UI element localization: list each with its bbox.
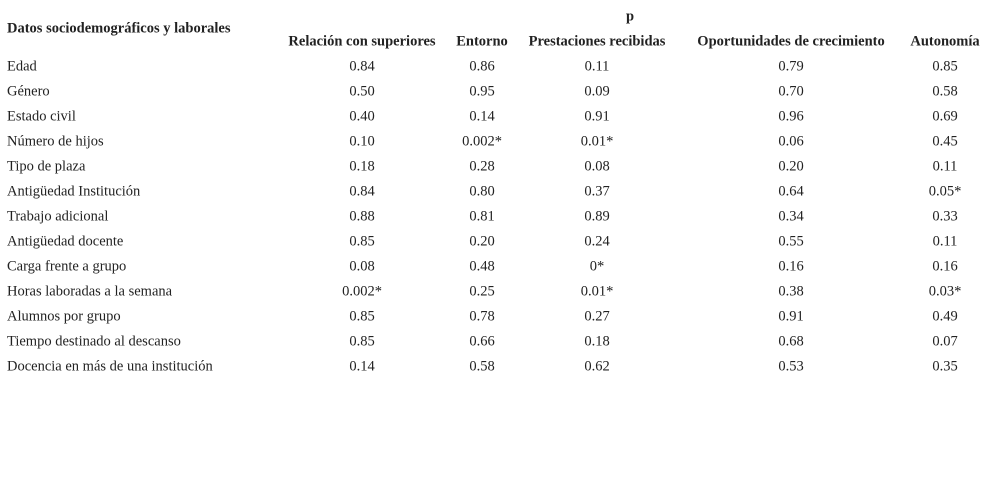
cell-value: 0.78 [469,308,495,325]
cell-value: 0.66 [469,333,495,350]
cell-value: 0.08 [584,158,610,175]
cell-value: 0.95 [469,83,495,100]
column-header: Relación con superiores [288,33,436,50]
row-label: Tipo de plaza [7,158,86,175]
column-header: Autonomía [910,33,980,50]
cell-value: 0.16 [932,258,958,275]
cell-value: 0.01* [580,133,614,150]
cell-value: 0.11 [584,58,610,75]
cell-value: 0.91 [584,108,610,125]
cell-value: 0.40 [349,108,375,125]
cell-value: 0.27 [584,308,610,325]
cell-value: 0.14 [349,358,375,375]
cell-value: 0.86 [469,58,495,75]
cell-value: 0.85 [349,308,375,325]
cell-value: 0.09 [584,83,610,100]
cell-value: 0.06 [778,133,804,150]
cell-value: 0.24 [584,233,610,250]
row-header: Datos sociodemográficos y laborales [7,20,231,37]
cell-value: 0.33 [932,208,958,225]
cell-value: 0.85 [932,58,958,75]
cell-value: 0.11 [932,158,958,175]
row-label: Antigüedad docente [7,233,124,250]
cell-value: 0.20 [778,158,804,175]
cell-value: 0.55 [778,233,804,250]
cell-value: 0.70 [778,83,804,100]
cell-value: 0.01* [580,283,614,300]
cell-value: 0.80 [469,183,495,200]
cell-value: 0.53 [778,358,804,375]
cell-value: 0.18 [584,333,610,350]
cell-value: 0.37 [584,183,610,200]
cell-value: 0.85 [349,333,375,350]
row-label: Tiempo destinado al descanso [7,333,181,350]
row-label: Número de hijos [7,133,104,150]
row-label: Edad [7,58,37,75]
cell-value: 0.81 [469,208,495,225]
cell-value: 0.03* [928,283,962,300]
cell-value: 0.35 [932,358,958,375]
cell-value: 0.58 [469,358,495,375]
cell-value: 0.79 [778,58,804,75]
cell-value: 0.14 [469,108,495,125]
cell-value: 0.89 [584,208,610,225]
cell-value: 0.64 [778,183,804,200]
row-label: Carga frente a grupo [7,258,127,275]
cell-value: 0.68 [778,333,804,350]
cell-value: 0.88 [349,208,375,225]
row-label: Docencia en más de una institución [7,358,213,375]
cell-value: 0.69 [932,108,958,125]
cell-value: 0.49 [932,308,958,325]
column-header: Oportunidades de crecimiento [697,33,885,50]
row-label: Trabajo adicional [7,208,109,225]
cell-value: 0.45 [932,133,958,150]
cell-value: 0.20 [469,233,495,250]
cell-value: 0.62 [584,358,610,375]
cell-value: 0.91 [778,308,804,325]
cell-value: 0.10 [349,133,375,150]
row-label: Horas laboradas a la semana [7,283,173,300]
cell-value: 0.18 [349,158,375,175]
cell-value: 0.34 [778,208,804,225]
cell-value: 0.84 [349,183,375,200]
column-header: Prestaciones recibidas [528,33,666,50]
cell-value: 0.85 [349,233,375,250]
cell-value: 0.58 [932,83,958,100]
row-label: Género [7,83,50,100]
cell-value: 0.07 [932,333,958,350]
column-header: Entorno [456,33,508,50]
row-label: Alumnos por grupo [7,308,121,325]
cell-value: 0.16 [778,258,804,275]
group-label: p [625,8,635,25]
cell-value: 0.002* [462,133,502,150]
cell-value: 0.96 [778,108,804,125]
cell-value: 0.48 [469,258,495,275]
cell-value: 0.25 [469,283,495,300]
cell-value: 0.50 [349,83,375,100]
cell-value: 0.84 [349,58,375,75]
cell-value: 0.28 [469,158,495,175]
row-label: Antigüedad Institución [7,183,141,200]
cell-value: 0.08 [349,258,375,275]
cell-value: 0.002* [342,283,382,300]
cell-value: 0.38 [778,283,804,300]
row-label: Estado civil [7,108,76,125]
cell-value: 0.11 [932,233,958,250]
cell-value: 0.05* [928,183,962,200]
cell-value: 0* [589,258,605,275]
